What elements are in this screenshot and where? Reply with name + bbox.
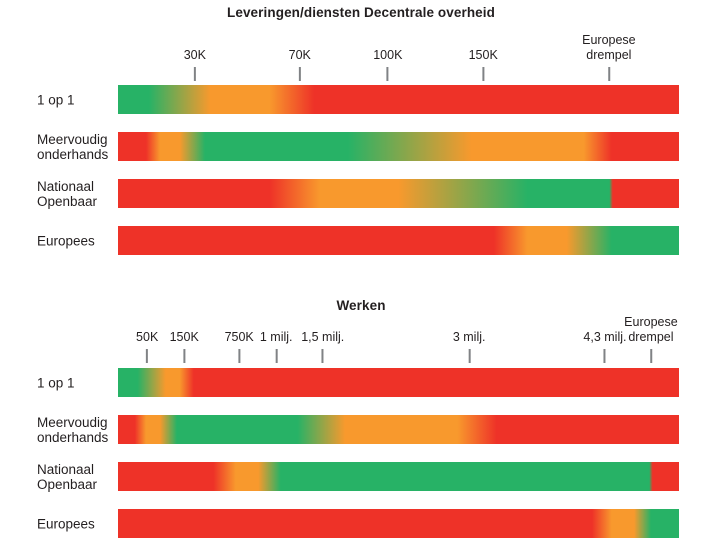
gradient-bar [118, 226, 679, 255]
chart-leveringen-diensten: Leveringen/diensten Decentrale overheid … [0, 5, 722, 273]
axis-tick: 150K [170, 314, 199, 363]
chart-row: 1 op 1 [0, 368, 722, 397]
axis-tick: 30K [184, 31, 206, 81]
chart-row: Europees [0, 509, 722, 538]
row-label: Meervoudig onderhands [37, 131, 109, 162]
axis-tick-label: 100K [373, 48, 403, 62]
row-label: 1 op 1 [37, 92, 75, 107]
axis-tick-label: 30K [183, 48, 206, 62]
axis-tick-label: 3 milj. [452, 330, 486, 344]
axis-tick: Europese drempel [582, 31, 636, 81]
chart-row: Meervoudig onderhands [0, 414, 722, 445]
row-label: Europees [37, 516, 95, 531]
rows: 1 op 1 Meervoudig onderhands Nationaal Ope… [0, 368, 722, 556]
axis: 30K 70K 100K 150K Europese drempel [118, 31, 679, 81]
axis-tick-mark [238, 349, 241, 363]
gradient-bar [118, 462, 679, 491]
rows: 1 op 1 Meervoudig onderhands Nationaal Ope… [0, 85, 722, 273]
axis-tick-mark [146, 349, 149, 363]
axis-tick-mark [386, 67, 389, 81]
row-label: Nationaal Openbaar [37, 178, 98, 209]
chart-werken: Werken 50K 150K 750K 1 milj. 1,5 milj. 3 milj… [0, 290, 722, 557]
row-label: Europees [37, 233, 95, 248]
chart-title: Werken [336, 298, 386, 313]
axis-tick-mark [603, 349, 606, 363]
chart-title: Leveringen/diensten Decentrale overheid [227, 5, 495, 20]
axis-tick-mark [482, 67, 485, 81]
axis: 50K 150K 750K 1 milj. 1,5 milj. 3 milj. 4,3 mi… [118, 314, 679, 363]
chart-row: Meervoudig onderhands [0, 131, 722, 162]
gradient-bar [118, 368, 679, 397]
axis-tick: 150K [469, 31, 498, 81]
row-label: Nationaal Openbaar [37, 461, 98, 492]
axis-tick-mark [298, 67, 301, 81]
axis-tick-label: 1,5 milj. [301, 330, 345, 344]
axis-tick: 1,5 milj. [301, 314, 344, 363]
axis-tick-mark [193, 67, 196, 81]
axis-tick-label: 1 milj. [259, 330, 293, 344]
chart-row: 1 op 1 [0, 85, 722, 114]
gradient-bar [118, 85, 679, 114]
gradient-bar [118, 179, 679, 208]
axis-tick: 4,3 milj. [583, 314, 626, 363]
gradient-bar [118, 415, 679, 444]
axis-tick: Europese drempel [624, 314, 678, 363]
axis-tick-mark [468, 349, 471, 363]
axis-tick-label: Europese drempel [624, 315, 678, 344]
axis-tick-mark [607, 67, 610, 81]
axis-tick-label: 150K [468, 48, 498, 62]
axis-tick-mark [275, 349, 278, 363]
axis-tick-mark [649, 349, 652, 363]
axis-tick-mark [183, 349, 186, 363]
axis-tick-label: 150K [169, 330, 199, 344]
gradient-bar [118, 132, 679, 161]
row-label: 1 op 1 [37, 375, 75, 390]
row-label: Meervoudig onderhands [37, 414, 109, 445]
axis-tick: 50K [136, 314, 158, 363]
axis-tick-label: 750K [224, 330, 254, 344]
axis-tick: 750K [225, 314, 254, 363]
axis-tick-label: 50K [136, 330, 159, 344]
chart-row: Nationaal Openbaar [0, 178, 722, 209]
chart-row: Europees [0, 226, 722, 255]
axis-tick-label: 4,3 milj. [583, 330, 627, 344]
axis-tick-label: Europese drempel [582, 33, 636, 62]
gradient-bar [118, 509, 679, 538]
axis-tick: 1 milj. [260, 314, 293, 363]
axis-tick: 100K [373, 31, 402, 81]
axis-tick: 3 milj. [453, 314, 486, 363]
chart-row: Nationaal Openbaar [0, 461, 722, 492]
axis-tick-mark [321, 349, 324, 363]
axis-tick: 70K [289, 31, 311, 81]
axis-tick-label: 70K [288, 48, 311, 62]
